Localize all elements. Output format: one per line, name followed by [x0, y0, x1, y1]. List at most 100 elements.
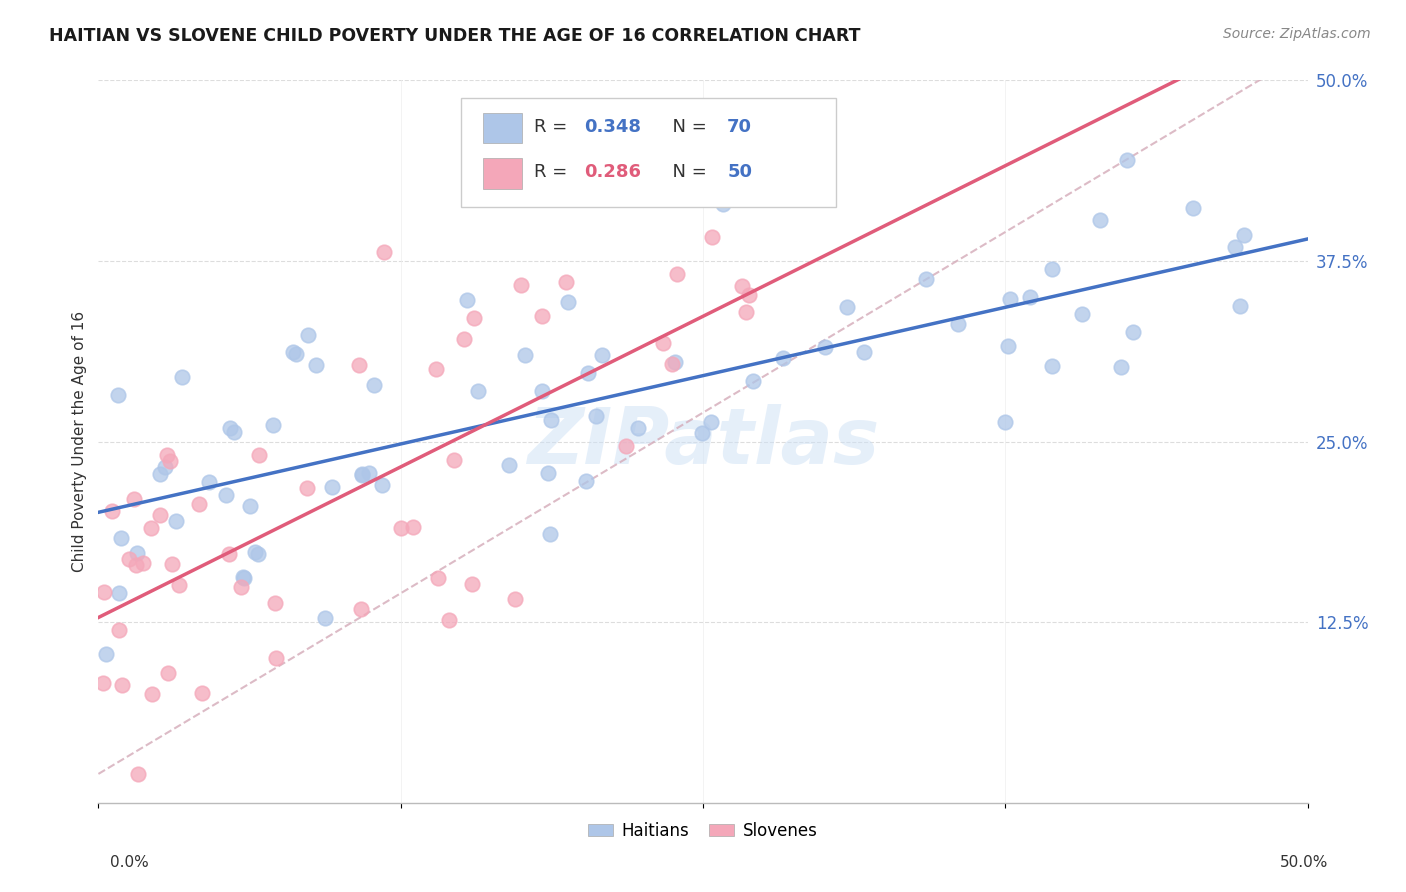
Point: [347, 359, 370, 373]
Point: [262, 418, 284, 433]
Point: [509, 278, 531, 293]
Point: [578, 366, 600, 380]
Point: [169, 578, 191, 592]
Point: [453, 332, 475, 346]
Point: [1229, 299, 1251, 313]
Point: [734, 305, 756, 319]
Point: [191, 686, 214, 700]
Point: [371, 478, 394, 492]
Text: Source: ZipAtlas.com: Source: ZipAtlas.com: [1223, 27, 1371, 41]
Point: [165, 514, 187, 528]
Point: [1109, 360, 1132, 375]
Point: [1040, 262, 1063, 277]
Point: [94, 647, 117, 661]
Text: 0.0%: 0.0%: [110, 855, 149, 870]
FancyBboxPatch shape: [461, 98, 837, 207]
Point: [214, 488, 236, 502]
Point: [295, 481, 318, 495]
Point: [110, 532, 132, 546]
Point: [305, 358, 328, 372]
Point: [108, 586, 131, 600]
Text: 50: 50: [727, 163, 752, 181]
Point: [540, 413, 562, 427]
Point: [537, 467, 560, 481]
Point: [284, 346, 307, 360]
Point: [998, 293, 1021, 307]
Point: [1040, 359, 1063, 373]
Point: [456, 293, 478, 307]
Text: 70: 70: [727, 118, 752, 136]
Point: [157, 665, 180, 680]
Point: [239, 499, 262, 513]
Y-axis label: Child Poverty Under the Age of 16: Child Poverty Under the Age of 16: [72, 311, 87, 572]
Point: [321, 480, 343, 494]
Point: [156, 448, 179, 462]
Point: [232, 571, 254, 585]
Point: [314, 611, 336, 625]
Point: [997, 339, 1019, 353]
Point: [108, 623, 131, 637]
Point: [664, 355, 686, 369]
Point: [352, 468, 374, 483]
Point: [243, 545, 266, 559]
Point: [159, 454, 181, 468]
Point: [426, 571, 449, 585]
Point: [363, 378, 385, 392]
Point: [591, 348, 613, 362]
Point: [198, 475, 221, 489]
Point: [700, 230, 723, 244]
Text: R =: R =: [534, 163, 572, 181]
Point: [91, 676, 114, 690]
Text: N =: N =: [661, 118, 713, 136]
Point: [835, 300, 858, 314]
Point: [155, 459, 177, 474]
Point: [101, 504, 124, 518]
Point: [141, 688, 163, 702]
Point: [443, 453, 465, 467]
Point: [772, 351, 794, 365]
Text: 50.0%: 50.0%: [1281, 855, 1329, 870]
Point: [515, 348, 537, 362]
FancyBboxPatch shape: [482, 112, 522, 143]
Point: [389, 521, 412, 535]
Point: [557, 295, 579, 310]
Point: [160, 557, 183, 571]
Point: [915, 271, 938, 285]
Point: [554, 275, 576, 289]
Point: [218, 547, 240, 561]
Point: [111, 677, 134, 691]
Point: [627, 421, 650, 435]
Point: [281, 344, 304, 359]
Point: [742, 374, 765, 388]
Point: [1116, 153, 1139, 167]
Point: [437, 613, 460, 627]
Point: [357, 466, 380, 480]
Point: [463, 311, 485, 326]
Point: [229, 580, 252, 594]
Point: [738, 288, 761, 302]
Text: HAITIAN VS SLOVENE CHILD POVERTY UNDER THE AGE OF 16 CORRELATION CHART: HAITIAN VS SLOVENE CHILD POVERTY UNDER T…: [49, 27, 860, 45]
Point: [575, 474, 598, 488]
Point: [425, 362, 447, 376]
Point: [127, 767, 149, 781]
Point: [232, 570, 254, 584]
Point: [614, 439, 637, 453]
Point: [352, 467, 374, 482]
Text: 0.286: 0.286: [585, 163, 641, 181]
Point: [264, 651, 287, 665]
Point: [139, 521, 162, 535]
Point: [1122, 325, 1144, 339]
Point: [170, 369, 193, 384]
Point: [188, 497, 211, 511]
Text: R =: R =: [534, 118, 572, 136]
Point: [461, 577, 484, 591]
Point: [651, 336, 673, 351]
Point: [224, 425, 246, 440]
Point: [149, 467, 172, 482]
Text: N =: N =: [661, 163, 713, 181]
Point: [132, 556, 155, 570]
Point: [1070, 307, 1092, 321]
Point: [218, 421, 240, 435]
Point: [813, 340, 835, 354]
Point: [503, 591, 526, 606]
